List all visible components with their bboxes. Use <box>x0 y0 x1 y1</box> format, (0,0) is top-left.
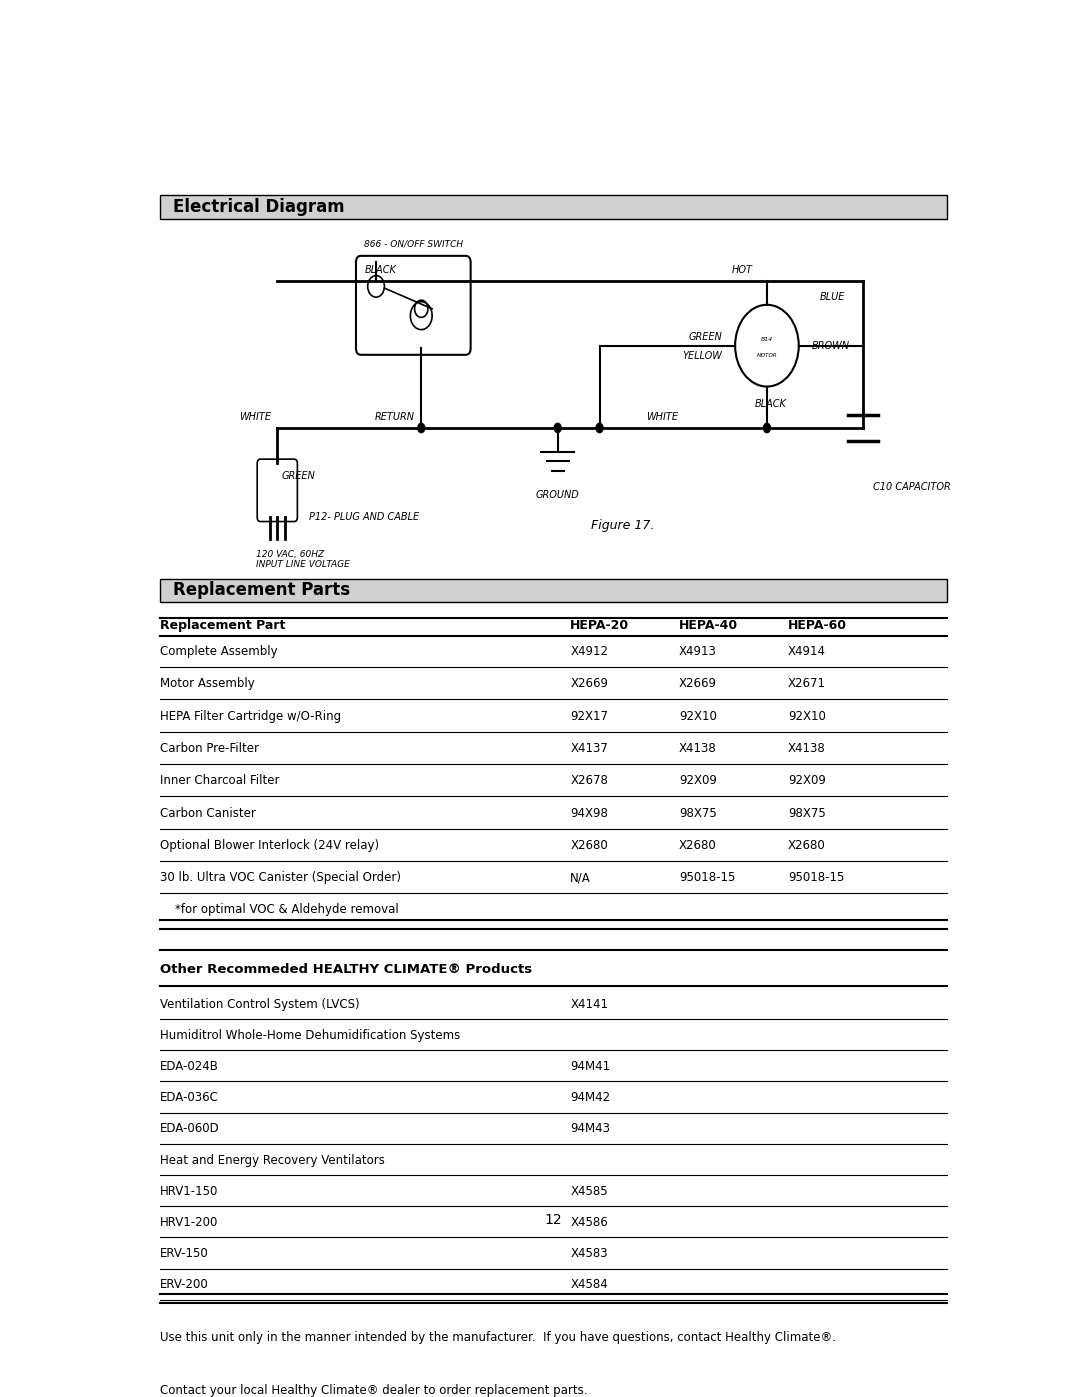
Text: *for optimal VOC & Aldehyde removal: *for optimal VOC & Aldehyde removal <box>160 904 399 916</box>
Text: 94M43: 94M43 <box>570 1122 610 1136</box>
Text: 12: 12 <box>544 1213 563 1227</box>
Text: BROWN: BROWN <box>811 341 849 351</box>
Text: Humiditrol Whole-Home Dehumidification Systems: Humiditrol Whole-Home Dehumidification S… <box>160 1028 460 1042</box>
Text: HEPA-40: HEPA-40 <box>679 619 738 633</box>
Text: X2680: X2680 <box>679 838 717 852</box>
Text: EDA-024B: EDA-024B <box>160 1060 219 1073</box>
Text: 98X75: 98X75 <box>788 806 825 820</box>
Text: MOTOR: MOTOR <box>757 353 778 358</box>
Text: YELLOW: YELLOW <box>683 352 723 362</box>
Text: HEPA-20: HEPA-20 <box>570 619 630 633</box>
Text: Ventilation Control System (LVCS): Ventilation Control System (LVCS) <box>160 997 360 1010</box>
Text: X4138: X4138 <box>788 742 825 754</box>
Text: Complete Assembly: Complete Assembly <box>160 645 278 658</box>
Text: X4586: X4586 <box>570 1215 608 1229</box>
Circle shape <box>554 422 562 433</box>
Text: 94M41: 94M41 <box>570 1060 610 1073</box>
Text: HOT: HOT <box>731 265 753 275</box>
Text: Figure 17.: Figure 17. <box>591 520 654 532</box>
Text: X4585: X4585 <box>570 1185 608 1197</box>
Text: 120 VAC, 60HZ
INPUT LINE VOLTAGE: 120 VAC, 60HZ INPUT LINE VOLTAGE <box>256 549 350 569</box>
Text: 95018-15: 95018-15 <box>679 872 735 884</box>
Text: WHITE: WHITE <box>646 412 678 422</box>
Text: P12- PLUG AND CABLE: P12- PLUG AND CABLE <box>309 513 419 522</box>
Text: 92X17: 92X17 <box>570 710 608 722</box>
Circle shape <box>417 422 426 433</box>
Text: X2680: X2680 <box>570 838 608 852</box>
Text: Use this unit only in the manner intended by the manufacturer.  If you have ques: Use this unit only in the manner intende… <box>160 1330 836 1344</box>
Text: Replacement Parts: Replacement Parts <box>173 581 350 599</box>
Text: X4584: X4584 <box>570 1278 608 1291</box>
Text: 94M42: 94M42 <box>570 1091 610 1104</box>
Circle shape <box>762 422 771 433</box>
Text: 866 - ON/OFF SWITCH: 866 - ON/OFF SWITCH <box>364 239 463 249</box>
Text: BLACK: BLACK <box>755 398 787 409</box>
Text: GROUND: GROUND <box>536 490 580 500</box>
Text: HRV1-150: HRV1-150 <box>160 1185 218 1197</box>
Text: 94X98: 94X98 <box>570 806 608 820</box>
FancyBboxPatch shape <box>160 578 947 602</box>
Text: N/A: N/A <box>570 872 591 884</box>
Text: Heat and Energy Recovery Ventilators: Heat and Energy Recovery Ventilators <box>160 1154 384 1166</box>
Text: X4137: X4137 <box>570 742 608 754</box>
Text: HEPA Filter Cartridge w/O-Ring: HEPA Filter Cartridge w/O-Ring <box>160 710 341 722</box>
Text: 92X09: 92X09 <box>788 774 826 788</box>
Text: X2669: X2669 <box>679 678 717 690</box>
Text: Motor Assembly: Motor Assembly <box>160 678 255 690</box>
Text: Contact your local Healthy Climate® dealer to order replacement parts.
For the H: Contact your local Healthy Climate® deal… <box>160 1384 721 1397</box>
Text: X4912: X4912 <box>570 645 608 658</box>
Text: Inner Charcoal Filter: Inner Charcoal Filter <box>160 774 280 788</box>
Text: ERV-150: ERV-150 <box>160 1248 208 1260</box>
Text: BLACK: BLACK <box>365 265 397 275</box>
Text: Carbon Canister: Carbon Canister <box>160 806 256 820</box>
Text: BLUE: BLUE <box>820 292 845 302</box>
Text: X4913: X4913 <box>679 645 717 658</box>
Text: X4141: X4141 <box>570 997 608 1010</box>
Text: GREEN: GREEN <box>282 471 315 482</box>
FancyBboxPatch shape <box>356 256 471 355</box>
Text: Other Recommeded HEALTHY CLIMATE® Products: Other Recommeded HEALTHY CLIMATE® Produc… <box>160 963 532 977</box>
Text: EDA-060D: EDA-060D <box>160 1122 220 1136</box>
Text: HRV1-200: HRV1-200 <box>160 1215 218 1229</box>
FancyBboxPatch shape <box>257 460 297 521</box>
Text: Optional Blower Interlock (24V relay): Optional Blower Interlock (24V relay) <box>160 838 379 852</box>
Text: 92X10: 92X10 <box>788 710 826 722</box>
Text: X4583: X4583 <box>570 1248 608 1260</box>
Text: X4138: X4138 <box>679 742 717 754</box>
Text: C10 CAPACITOR: C10 CAPACITOR <box>874 482 951 492</box>
Text: 92X09: 92X09 <box>679 774 717 788</box>
Text: Replacement Part: Replacement Part <box>160 619 285 633</box>
FancyBboxPatch shape <box>160 194 947 219</box>
Text: 30 lb. Ultra VOC Canister (Special Order): 30 lb. Ultra VOC Canister (Special Order… <box>160 872 401 884</box>
Text: 95018-15: 95018-15 <box>788 872 845 884</box>
Text: X4914: X4914 <box>788 645 826 658</box>
Text: B14: B14 <box>760 337 773 342</box>
Text: X2680: X2680 <box>788 838 825 852</box>
Text: 98X75: 98X75 <box>679 806 717 820</box>
Text: EDA-036C: EDA-036C <box>160 1091 219 1104</box>
Text: X2669: X2669 <box>570 678 608 690</box>
Circle shape <box>595 422 604 433</box>
Text: RETURN: RETURN <box>375 412 415 422</box>
Text: HEPA-60: HEPA-60 <box>788 619 847 633</box>
Text: WHITE: WHITE <box>239 412 271 422</box>
Text: ERV-200: ERV-200 <box>160 1278 208 1291</box>
Text: Electrical Diagram: Electrical Diagram <box>173 198 345 217</box>
Text: X2678: X2678 <box>570 774 608 788</box>
Text: Carbon Pre-Filter: Carbon Pre-Filter <box>160 742 259 754</box>
Text: GREEN: GREEN <box>689 332 723 342</box>
Text: 92X10: 92X10 <box>679 710 717 722</box>
Text: X2671: X2671 <box>788 678 826 690</box>
